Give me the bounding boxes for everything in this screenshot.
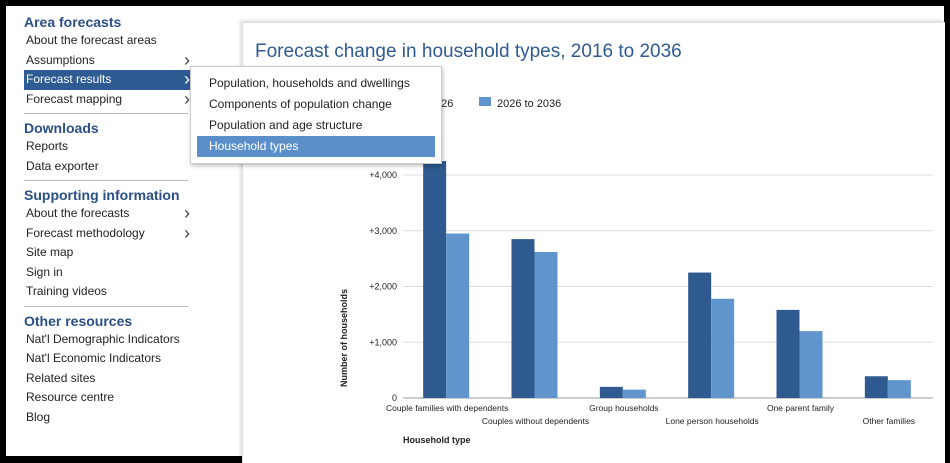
submenu-item-population-households-and-dwellings[interactable]: Population, households and dwellings bbox=[209, 76, 410, 90]
sidebar-item-forecast-results[interactable]: Forecast results › bbox=[24, 70, 194, 90]
sidebar-item-about-the-forecast-areas[interactable]: About the forecast areas bbox=[24, 31, 194, 51]
y-tick-label: +1,000 bbox=[369, 337, 397, 347]
sidebar-item-label: About the forecasts bbox=[26, 206, 130, 220]
sidebar-item-nat-l-economic-indicators[interactable]: Nat'l Economic Indicators bbox=[24, 349, 194, 369]
chevron-right-icon: › bbox=[184, 203, 190, 223]
bar-couple-families-with-dependents-s2 bbox=[446, 233, 470, 398]
sidebar-item-forecast-methodology[interactable]: Forecast methodology › bbox=[24, 224, 194, 244]
sidebar-item-label: Reports bbox=[26, 139, 69, 153]
sidebar-nav: Area forecasts About the forecast areas As… bbox=[24, 14, 194, 427]
bar-other-families-s1 bbox=[864, 376, 888, 398]
sidebar-section-title: Area forecasts bbox=[24, 14, 122, 30]
bar-lone-person-households-s1 bbox=[688, 272, 712, 398]
bar-group-households-s1 bbox=[599, 386, 623, 398]
submenu-item-population-and-age-structure[interactable]: Population and age structure bbox=[209, 118, 363, 132]
chevron-right-icon: › bbox=[184, 49, 190, 70]
chevron-right-icon: › bbox=[184, 88, 190, 109]
sidebar-item-label: Assumptions bbox=[26, 52, 95, 67]
x-axis-title: Household type bbox=[403, 435, 471, 445]
sidebar-item-training-videos[interactable]: Training videos bbox=[24, 282, 194, 302]
sidebar-item-label: About the forecast areas bbox=[26, 33, 157, 47]
sidebar-section-title: Other resources bbox=[24, 312, 133, 329]
y-tick-label: +4,000 bbox=[369, 170, 397, 180]
sidebar-item-label: Forecast results bbox=[26, 72, 112, 86]
bar-couple-families-with-dependents-s1 bbox=[423, 161, 447, 398]
sidebar-item-label: Blog bbox=[26, 409, 51, 424]
window-frame: Area forecasts About the forecast areas As… bbox=[6, 6, 945, 463]
sidebar-item-label: Resource centre bbox=[26, 390, 115, 404]
bar-couples-without-dependents-s1 bbox=[511, 239, 535, 398]
sidebar-item-label: Training videos bbox=[26, 284, 107, 298]
sidebar-item-about-the-forecasts[interactable]: About the forecasts › bbox=[24, 204, 194, 224]
sidebar-item-resource-centre[interactable]: Resource centre bbox=[24, 388, 194, 408]
sidebar-item-nat-l-demographic-indicators[interactable]: Nat'l Demographic Indicators bbox=[24, 330, 194, 350]
bar-one-parent-family-s2 bbox=[799, 331, 823, 398]
sidebar-item-sign-in[interactable]: Sign in bbox=[24, 263, 194, 283]
bar-other-families-s2 bbox=[887, 380, 911, 398]
y-axis-title: Number of households bbox=[339, 289, 349, 387]
bar-group-households-s2 bbox=[622, 389, 646, 398]
x-tick-label: Other families bbox=[863, 416, 915, 426]
x-tick-label: Group households bbox=[589, 403, 658, 413]
sidebar-divider bbox=[24, 180, 188, 181]
legend-swatch-series-2 bbox=[479, 97, 491, 106]
x-tick-label: Lone person households bbox=[666, 416, 759, 426]
sidebar-item-blog[interactable]: Blog bbox=[24, 408, 194, 428]
sidebar-item-label: Forecast methodology bbox=[26, 225, 145, 240]
sidebar-section-title: Supporting information bbox=[24, 187, 180, 203]
sidebar-item-site-map[interactable]: Site map bbox=[24, 243, 194, 263]
bar-lone-person-households-s2 bbox=[711, 298, 735, 398]
sidebar-divider bbox=[24, 305, 188, 307]
forecast-results-submenu: Population, households and dwellings Comp… bbox=[190, 66, 442, 164]
sidebar-item-data-exporter[interactable]: Data exporter bbox=[24, 157, 194, 177]
sidebar-divider bbox=[24, 113, 188, 114]
page-title: Forecast change in household types, 2016… bbox=[255, 41, 682, 62]
submenu-item-components-of-population-change[interactable]: Components of population change bbox=[209, 97, 392, 111]
chart: 0 +1,000 +2,000 +3,000 +4,000 Couple families… bbox=[339, 97, 933, 445]
legend-label-series-2: 2026 to 2036 bbox=[497, 98, 561, 110]
sidebar-item-label: Site map bbox=[26, 245, 74, 259]
sidebar-item-label: Nat'l Demographic Indicators bbox=[26, 331, 180, 346]
sidebar-item-label: Related sites bbox=[26, 370, 96, 385]
sidebar-item-reports[interactable]: Reports bbox=[24, 137, 194, 157]
y-tick-label: +2,000 bbox=[369, 282, 397, 292]
y-tick-label: 0 bbox=[392, 393, 397, 403]
sidebar-item-label: Data exporter bbox=[26, 158, 99, 173]
bar-one-parent-family-s1 bbox=[776, 309, 800, 398]
sidebar-item-label: Nat'l Economic Indicators bbox=[26, 351, 162, 365]
sidebar-section-title: Downloads bbox=[24, 120, 99, 136]
chevron-right-icon: › bbox=[184, 222, 190, 243]
sidebar-item-label: Forecast mapping bbox=[26, 91, 123, 106]
y-tick-label: +3,000 bbox=[369, 226, 397, 236]
x-tick-label: One parent family bbox=[767, 403, 835, 413]
sidebar-item-assumptions[interactable]: Assumptions › bbox=[24, 51, 194, 71]
sidebar-item-forecast-mapping[interactable]: Forecast mapping › bbox=[24, 90, 194, 110]
sidebar-item-label: Sign in bbox=[26, 264, 63, 279]
submenu-item-household-types[interactable]: Household types bbox=[197, 136, 435, 157]
x-tick-label: Couple families with dependents bbox=[386, 403, 508, 413]
bar-couples-without-dependents-s2 bbox=[534, 251, 558, 398]
x-tick-label: Couples without dependents bbox=[482, 416, 589, 426]
chevron-right-icon: › bbox=[184, 69, 190, 89]
sidebar-item-related-sites[interactable]: Related sites bbox=[24, 369, 194, 389]
